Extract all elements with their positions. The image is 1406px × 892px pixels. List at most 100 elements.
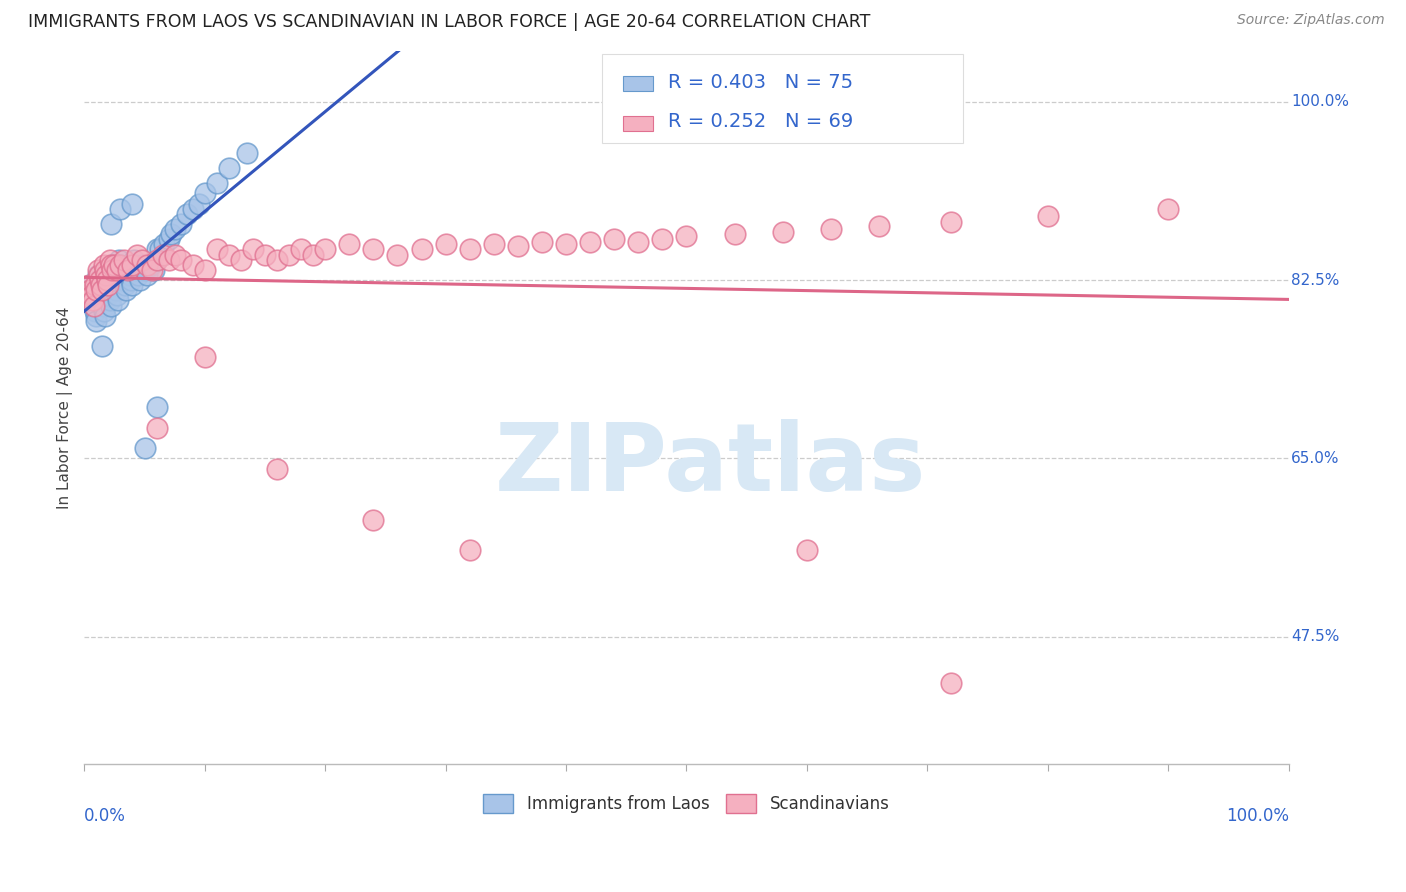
Legend: Immigrants from Laos, Scandinavians: Immigrants from Laos, Scandinavians <box>477 788 896 820</box>
Point <box>103 273 125 287</box>
Point <box>242 243 264 257</box>
Point <box>103 258 125 272</box>
Point <box>169 217 191 231</box>
Point <box>135 258 157 272</box>
Point <box>89 273 111 287</box>
Point <box>127 268 149 282</box>
Point <box>278 247 301 261</box>
Point <box>796 543 818 558</box>
Point <box>205 176 228 190</box>
Point <box>194 350 217 364</box>
Point <box>103 268 125 282</box>
Text: 100.0%: 100.0% <box>1291 95 1348 109</box>
Point <box>79 278 101 293</box>
Point <box>530 235 553 250</box>
Point <box>458 243 481 257</box>
Point <box>100 258 122 272</box>
Point <box>163 247 186 261</box>
Point <box>93 303 115 318</box>
Point <box>86 314 108 328</box>
Point <box>79 283 101 297</box>
Point <box>83 299 105 313</box>
Point <box>100 217 122 231</box>
Point <box>101 263 124 277</box>
Point <box>458 543 481 558</box>
Point <box>124 258 146 272</box>
Point <box>772 225 794 239</box>
Text: Source: ZipAtlas.com: Source: ZipAtlas.com <box>1237 13 1385 28</box>
Point <box>1036 209 1059 223</box>
Point <box>101 263 124 277</box>
Point <box>96 278 118 293</box>
Point <box>91 293 114 308</box>
Point <box>868 219 890 233</box>
Point <box>84 278 107 293</box>
Point <box>160 227 183 242</box>
Point <box>80 288 103 302</box>
FancyBboxPatch shape <box>623 116 652 131</box>
Text: 65.0%: 65.0% <box>1291 451 1340 466</box>
Point <box>145 401 167 415</box>
Point <box>128 273 150 287</box>
Point <box>651 232 673 246</box>
Point <box>218 247 240 261</box>
Point <box>110 202 132 216</box>
Point <box>290 243 312 257</box>
Point <box>104 283 127 297</box>
Point <box>94 268 117 282</box>
Text: 47.5%: 47.5% <box>1291 630 1340 644</box>
Point <box>127 247 149 261</box>
Point <box>131 252 153 267</box>
Point <box>82 288 104 302</box>
Point <box>627 235 650 250</box>
Point <box>105 263 128 277</box>
Point <box>135 268 157 282</box>
Point <box>411 243 433 257</box>
Point <box>110 258 132 272</box>
Point <box>194 186 217 201</box>
Point <box>87 273 110 287</box>
Point <box>83 293 105 308</box>
Point <box>89 278 111 293</box>
Point <box>337 237 360 252</box>
Point <box>941 675 963 690</box>
Y-axis label: In Labor Force | Age 20-64: In Labor Force | Age 20-64 <box>58 306 73 508</box>
FancyBboxPatch shape <box>623 76 652 91</box>
Point <box>134 442 156 456</box>
Point <box>302 247 325 261</box>
Point <box>229 252 252 267</box>
Point <box>118 263 141 277</box>
Point <box>93 258 115 272</box>
Point <box>157 252 180 267</box>
Point <box>724 227 747 242</box>
Point <box>387 247 409 261</box>
Point <box>120 268 142 282</box>
FancyBboxPatch shape <box>602 54 963 144</box>
Point <box>94 263 117 277</box>
Point <box>120 273 142 287</box>
Text: ZIPatlas: ZIPatlas <box>495 418 927 510</box>
Point <box>117 258 139 272</box>
Point <box>236 145 259 160</box>
Point <box>675 229 697 244</box>
Point <box>555 237 578 252</box>
Point <box>114 278 136 293</box>
Point <box>108 252 131 267</box>
Point <box>122 252 145 267</box>
Point <box>111 263 134 277</box>
Point <box>86 309 108 323</box>
Text: R = 0.403   N = 75: R = 0.403 N = 75 <box>668 73 853 92</box>
Point <box>125 263 148 277</box>
Point <box>91 339 114 353</box>
Point <box>100 299 122 313</box>
Point <box>941 215 963 229</box>
Point <box>97 283 120 297</box>
Point <box>143 263 166 277</box>
Point <box>86 263 108 277</box>
Point <box>90 278 112 293</box>
Point <box>820 222 842 236</box>
Point <box>314 243 336 257</box>
Point <box>145 243 167 257</box>
Point <box>83 299 105 313</box>
Point <box>111 268 134 282</box>
